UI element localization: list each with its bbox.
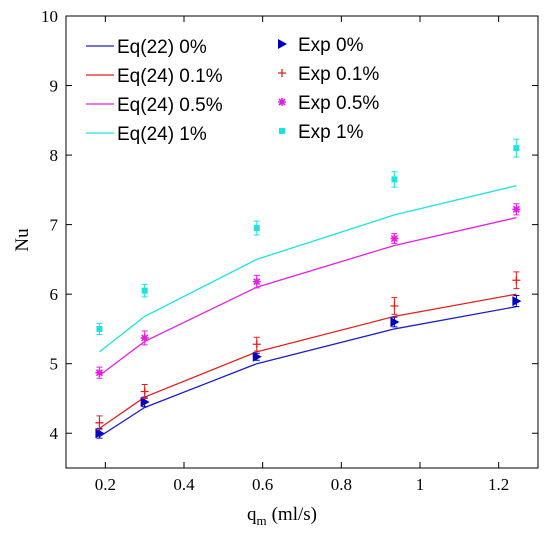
plot-area: 0.2 0.4 0.6 0.8 1 1.2 4 5 6 7 8 9 10 Eq(22) 0% Eq(24) … [41, 7, 539, 494]
x-tick-label: 1 [416, 475, 425, 494]
x-axis-label-sub: m [256, 513, 266, 528]
data-point [390, 234, 399, 243]
legend-marker-swatch [278, 39, 287, 49]
y-tick-label: 6 [50, 285, 59, 304]
data-point [252, 340, 261, 349]
data-point [512, 296, 522, 307]
y-tick-label: 8 [50, 146, 59, 165]
x-tick-label: 0.4 [173, 475, 195, 494]
series-line [99, 185, 517, 353]
data-point [95, 368, 104, 377]
x-tick-label: 0.8 [331, 475, 352, 494]
legend-marker-swatch [278, 98, 286, 106]
x-tick-label: 0.2 [95, 475, 116, 494]
y-tick-label: 5 [50, 355, 59, 374]
data-point [513, 145, 520, 152]
data-point [252, 351, 262, 362]
series-1 [99, 293, 517, 429]
y-axis-label: Nu [12, 228, 33, 252]
data-point [512, 205, 521, 214]
legend-label: Exp 1% [298, 122, 364, 143]
series-3 [99, 185, 517, 353]
series-6 [95, 203, 521, 379]
data-point [140, 333, 149, 342]
y-tick-label: 4 [50, 424, 59, 443]
data-point [140, 387, 149, 396]
x-axis-label: qm (ml/s) [247, 504, 317, 528]
data-point [391, 176, 398, 183]
series-2 [99, 217, 517, 377]
legend-marker-swatch [279, 128, 285, 134]
data-point [95, 418, 104, 427]
x-tick-label: 1.2 [488, 475, 509, 494]
data-point [390, 316, 400, 327]
data-point [141, 287, 148, 294]
data-point [252, 277, 261, 286]
series-line [99, 306, 517, 438]
data-point [95, 428, 105, 439]
legend-label: Exp 0.1% [298, 64, 379, 85]
data-point [253, 225, 260, 232]
data-point [96, 325, 103, 332]
series-line [99, 217, 517, 377]
legend-label: Eq(24) 0.5% [117, 95, 223, 116]
series-line [99, 293, 517, 429]
legend-label: Eq(22) 0% [117, 37, 207, 58]
series-7 [96, 138, 520, 335]
legend-label: Exp 0% [298, 35, 364, 56]
series-0 [99, 306, 517, 438]
data-point [512, 276, 521, 285]
data-point [140, 396, 150, 407]
series-5 [95, 271, 521, 431]
x-axis-label-main: q [247, 504, 257, 525]
legend-label: Eq(24) 1% [117, 124, 207, 145]
y-tick-label: 10 [41, 7, 58, 26]
legend-label: Eq(24) 0.1% [117, 66, 223, 87]
y-tick-label: 9 [50, 77, 59, 96]
y-tick-label: 7 [50, 216, 59, 235]
plot-frame [65, 15, 539, 469]
x-axis-label-unit: (ml/s) [272, 504, 317, 525]
legend-label: Exp 0.5% [298, 93, 379, 114]
data-point [390, 301, 399, 310]
x-tick-label: 0.6 [252, 475, 273, 494]
legend: Eq(22) 0% Eq(24) 0.1% Eq(24) 0.5% Eq(24) 1%… [86, 35, 379, 145]
legend-marker-swatch [278, 69, 286, 77]
